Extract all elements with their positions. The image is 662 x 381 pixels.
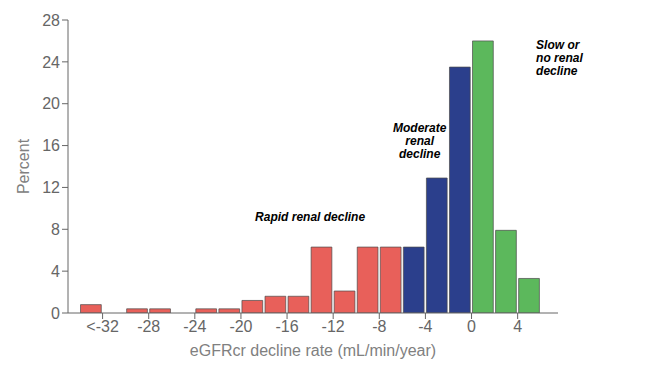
svg-text:0: 0 xyxy=(467,318,476,335)
svg-text:20: 20 xyxy=(42,95,60,112)
svg-text:-24: -24 xyxy=(183,318,206,335)
svg-text:Rapid renal decline: Rapid renal decline xyxy=(255,210,365,224)
svg-text:28: 28 xyxy=(42,12,60,29)
svg-text:4: 4 xyxy=(51,263,60,280)
svg-text:Percent: Percent xyxy=(15,138,32,194)
svg-text:eGFRcr decline rate (mL/min/ye: eGFRcr decline rate (mL/min/year) xyxy=(190,342,436,359)
svg-text:4: 4 xyxy=(513,318,522,335)
svg-text:Moderaterenaldecline: Moderaterenaldecline xyxy=(393,121,447,161)
svg-text:24: 24 xyxy=(42,54,60,71)
svg-text:-4: -4 xyxy=(418,318,432,335)
svg-text:0: 0 xyxy=(51,305,60,322)
svg-text:<-32: <-32 xyxy=(86,318,119,335)
svg-text:8: 8 xyxy=(51,221,60,238)
svg-text:-20: -20 xyxy=(229,318,252,335)
svg-text:16: 16 xyxy=(42,137,60,154)
svg-text:-28: -28 xyxy=(137,318,160,335)
svg-text:-16: -16 xyxy=(275,318,298,335)
svg-text:-12: -12 xyxy=(322,318,345,335)
svg-text:-8: -8 xyxy=(372,318,386,335)
svg-text:Slow orno renaldecline: Slow orno renaldecline xyxy=(536,38,583,78)
svg-text:12: 12 xyxy=(42,179,60,196)
